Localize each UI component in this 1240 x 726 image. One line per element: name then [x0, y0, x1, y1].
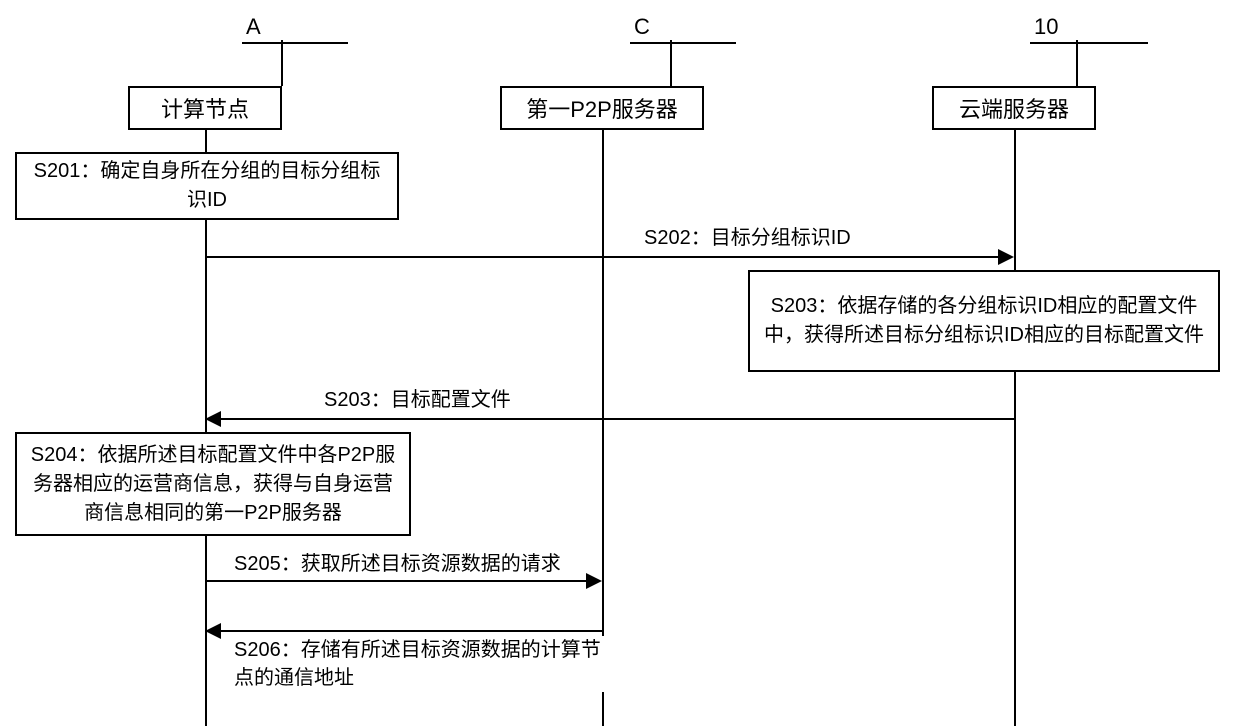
msg-s205-head — [586, 573, 602, 589]
msg-s205-label: S205：获取所述目标资源数据的请求 — [230, 550, 565, 578]
msg-s202-head — [998, 249, 1014, 265]
msg-s202-line — [205, 256, 998, 258]
participant-c-box-text: 第一P2P服务器 — [526, 92, 678, 124]
msg-s205-line — [205, 580, 586, 582]
participant-a-label-text: A — [246, 14, 261, 39]
participant-c-box: 第一P2P服务器 — [500, 86, 704, 130]
participant-10-label: 10 — [1030, 14, 1148, 44]
participant-c-label-text: C — [634, 14, 650, 39]
participant-10-connector — [1076, 40, 1078, 86]
participant-c-connector — [670, 40, 672, 86]
msg-s203-text: S203：目标配置文件 — [324, 389, 511, 411]
sequence-diagram: A 计算节点 C 第一P2P服务器 10 云端服务器 S201：确定自身所在分组… — [0, 0, 1240, 726]
msg-s203-head — [205, 411, 221, 427]
lifeline-10 — [1014, 130, 1016, 726]
msg-s203-line — [221, 418, 1014, 420]
participant-a-box-text: 计算节点 — [161, 92, 249, 124]
msg-s202-label: S202：目标分组标识ID — [640, 224, 855, 252]
msg-s203-label: S203：目标配置文件 — [320, 386, 515, 414]
participant-a-connector — [281, 40, 283, 86]
participant-10-box-text: 云端服务器 — [959, 92, 1069, 124]
msg-s202-text: S202：目标分组标识ID — [644, 227, 851, 249]
note-s203: S203：依据存储的各分组标识ID相应的配置文件中，获得所述目标分组标识ID相应… — [748, 270, 1220, 372]
note-s201: S201：确定自身所在分组的目标分组标识ID — [15, 152, 399, 220]
msg-s206-line — [221, 630, 602, 632]
msg-s206-head — [205, 623, 221, 639]
note-s204-text: S204：依据所述目标配置文件中各P2P服务器相应的运营商信息，获得与自身运营商… — [27, 441, 399, 528]
participant-a-label: A — [242, 14, 348, 44]
note-s204: S204：依据所述目标配置文件中各P2P服务器相应的运营商信息，获得与自身运营商… — [15, 432, 411, 536]
note-s203-text: S203：依据存储的各分组标识ID相应的配置文件中，获得所述目标分组标识ID相应… — [760, 292, 1208, 350]
msg-s206-text: S206：存储有所述目标资源数据的计算节点的通信地址 — [234, 639, 601, 689]
participant-10-label-text: 10 — [1034, 14, 1058, 39]
note-s201-text: S201：确定自身所在分组的目标分组标识ID — [27, 157, 387, 215]
msg-s206-label: S206：存储有所述目标资源数据的计算节点的通信地址 — [230, 636, 610, 692]
participant-a-box: 计算节点 — [128, 86, 282, 130]
msg-s205-text: S205：获取所述目标资源数据的请求 — [234, 553, 561, 575]
participant-10-box: 云端服务器 — [932, 86, 1096, 130]
participant-c-label: C — [630, 14, 736, 44]
